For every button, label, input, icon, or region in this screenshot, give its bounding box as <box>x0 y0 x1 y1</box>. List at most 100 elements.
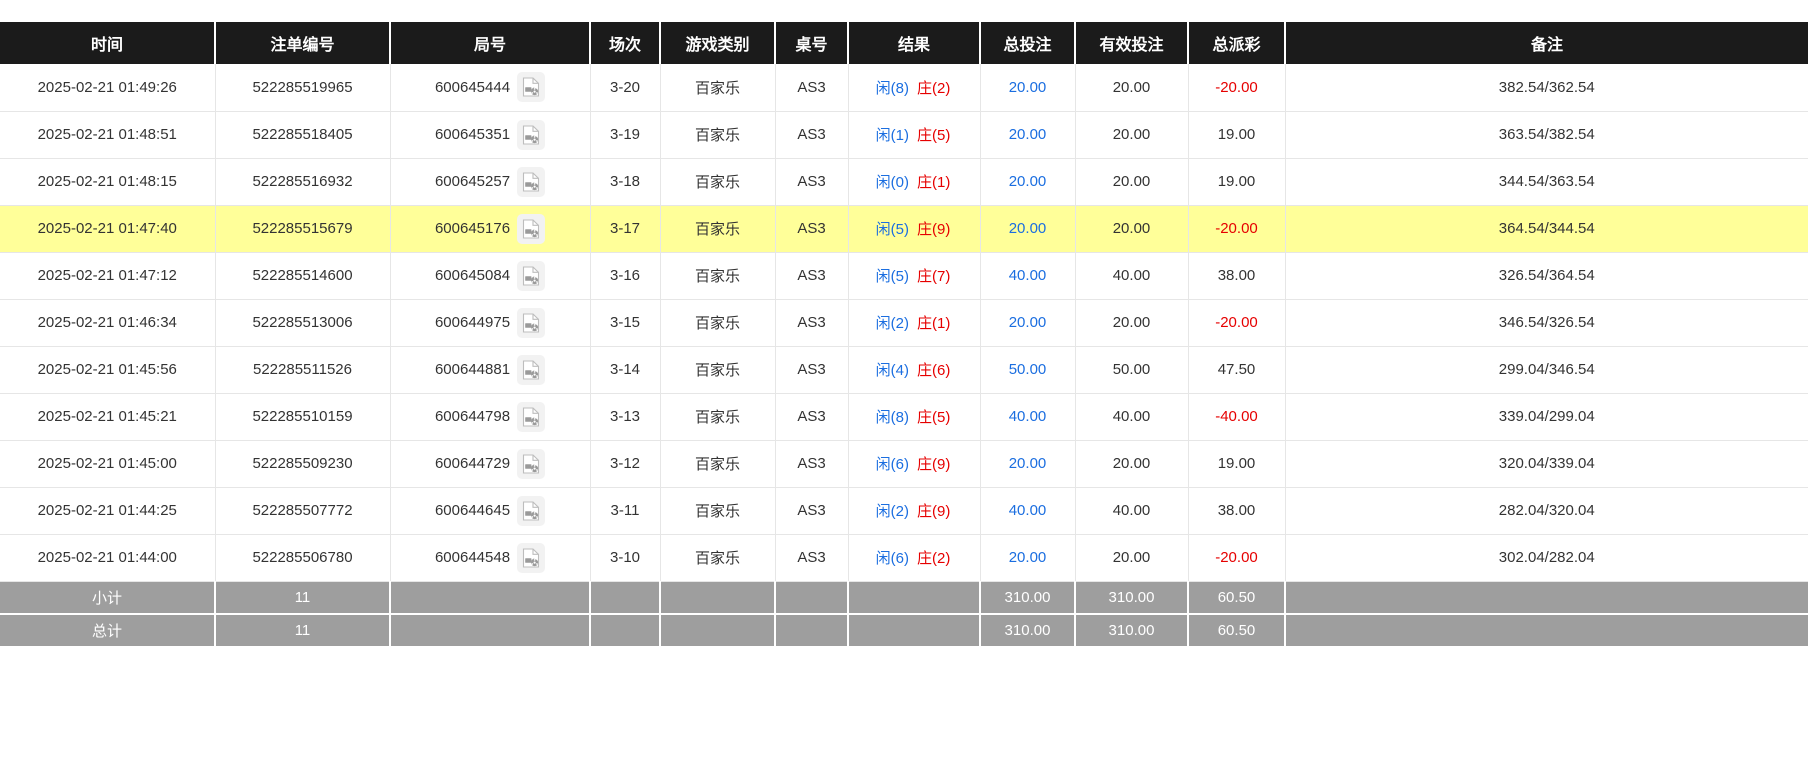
round-number: 600645176 <box>434 220 511 237</box>
total-bet-amount: 50.00 <box>1008 361 1047 378</box>
round-number-with-replay: 600645084 <box>434 260 546 291</box>
cell-total-bet: 20.00 <box>980 534 1076 582</box>
footer-table <box>775 614 849 648</box>
footer-payout: 60.50 <box>1188 614 1286 648</box>
video-replay-icon[interactable] <box>517 72 546 103</box>
video-replay-icon[interactable] <box>517 260 546 291</box>
column-header-valid[interactable]: 有效投注 <box>1075 22 1189 64</box>
cell-game-type: 百家乐 <box>660 487 776 535</box>
cell-table-no: AS3 <box>775 111 849 159</box>
column-header-time[interactable]: 时间 <box>0 22 216 64</box>
payout-amount: 19.00 <box>1217 455 1256 472</box>
cell-table-no: AS3 <box>775 393 849 441</box>
video-replay-icon[interactable] <box>517 495 546 526</box>
payout-amount: -40.00 <box>1215 408 1258 425</box>
column-header-round[interactable]: 局号 <box>390 22 591 64</box>
footer-label: 总计 <box>0 614 216 648</box>
column-header-total[interactable]: 总投注 <box>980 22 1076 64</box>
video-replay-icon[interactable] <box>517 166 546 197</box>
cell-game-type: 百家乐 <box>660 534 776 582</box>
cell-time: 2025-02-21 01:45:21 <box>0 393 216 441</box>
cell-shift: 3-19 <box>590 111 661 159</box>
cell-game-type: 百家乐 <box>660 252 776 300</box>
table-body: 2025-02-21 01:49:26 522285519965 600645444… <box>0 64 1808 582</box>
result-values: 闲(8) 庄(5) <box>876 409 953 426</box>
video-replay-icon[interactable] <box>517 213 546 244</box>
total-bet-amount: 40.00 <box>1008 267 1047 284</box>
header-row: 时间 注单编号 局号 场次 游戏类别 桌号 结果 总投注 有效投注 总派彩 备注 <box>0 22 1808 64</box>
video-replay-icon[interactable] <box>517 448 546 479</box>
cell-total-bet: 20.00 <box>980 158 1076 206</box>
cell-table-no: AS3 <box>775 205 849 253</box>
column-header-shift[interactable]: 场次 <box>590 22 661 64</box>
cell-time: 2025-02-21 01:47:12 <box>0 252 216 300</box>
footer-game <box>660 581 776 615</box>
table-row[interactable]: 2025-02-21 01:48:51 522285518405 600645351… <box>0 111 1808 159</box>
result-player: 闲(4) <box>875 362 909 379</box>
result-player: 闲(2) <box>875 315 909 332</box>
round-number-with-replay: 600644975 <box>435 307 546 338</box>
cell-result: 闲(1) 庄(5) <box>848 111 981 159</box>
footer-valid-bet: 310.00 <box>1075 581 1189 615</box>
column-header-payout[interactable]: 总派彩 <box>1188 22 1286 64</box>
cell-table-no: AS3 <box>775 440 849 488</box>
total-bet-amount: 20.00 <box>1008 220 1047 237</box>
video-replay-icon[interactable] <box>517 307 546 338</box>
table-row[interactable]: 2025-02-21 01:44:25 522285507772 600644645… <box>0 487 1808 535</box>
result-values: 闲(2) 庄(1) <box>876 315 953 332</box>
result-values: 闲(6) 庄(2) <box>876 550 953 567</box>
cell-remark: 302.04/282.04 <box>1285 534 1808 582</box>
video-replay-icon[interactable] <box>517 401 546 432</box>
cell-round: 600645176 <box>390 205 591 253</box>
cell-bet-no: 522285510159 <box>215 393 391 441</box>
cell-round: 600644548 <box>390 534 591 582</box>
cell-bet-no: 522285516932 <box>215 158 391 206</box>
round-number-with-replay: 600644548 <box>435 542 546 573</box>
result-banker: 庄(2) <box>917 550 951 567</box>
cell-bet-no: 522285519965 <box>215 64 391 112</box>
table-row[interactable]: 2025-02-21 01:48:15 522285516932 600645257… <box>0 158 1808 206</box>
table-row[interactable]: 2025-02-21 01:46:34 522285513006 600644975… <box>0 299 1808 347</box>
round-number: 600644881 <box>434 361 511 378</box>
cell-total-bet: 20.00 <box>980 440 1076 488</box>
cell-total-bet: 40.00 <box>980 252 1076 300</box>
cell-table-no: AS3 <box>775 346 849 394</box>
payout-amount: 38.00 <box>1217 502 1256 519</box>
result-banker: 庄(9) <box>917 503 951 520</box>
table-row[interactable]: 2025-02-21 01:45:56 522285511526 600644881… <box>0 346 1808 394</box>
payout-amount: -20.00 <box>1215 78 1258 96</box>
cell-round: 600644798 <box>390 393 591 441</box>
cell-round: 600644881 <box>390 346 591 394</box>
round-number: 600645084 <box>434 267 511 284</box>
video-replay-icon[interactable] <box>517 354 546 385</box>
footer-round <box>390 614 591 648</box>
table-row[interactable]: 2025-02-21 01:47:40 522285515679 600645176… <box>0 205 1808 253</box>
cell-time: 2025-02-21 01:48:15 <box>0 158 216 206</box>
total-bet-amount: 20.00 <box>1008 455 1047 472</box>
column-header-result[interactable]: 结果 <box>848 22 981 64</box>
result-values: 闲(6) 庄(9) <box>876 456 953 473</box>
table-row[interactable]: 2025-02-21 01:45:21 522285510159 600644798… <box>0 393 1808 441</box>
video-replay-icon[interactable] <box>517 119 546 150</box>
column-header-remark[interactable]: 备注 <box>1285 22 1808 64</box>
footer-game <box>660 614 776 648</box>
cell-shift: 3-17 <box>590 205 661 253</box>
result-player: 闲(5) <box>875 268 909 285</box>
cell-bet-no: 522285513006 <box>215 299 391 347</box>
cell-remark: 346.54/326.54 <box>1285 299 1808 347</box>
cell-result: 闲(2) 庄(1) <box>848 299 981 347</box>
column-header-game[interactable]: 游戏类别 <box>660 22 776 64</box>
footer-result <box>848 581 981 615</box>
cell-round: 600644729 <box>390 440 591 488</box>
result-values: 闲(2) 庄(9) <box>876 503 953 520</box>
table-row[interactable]: 2025-02-21 01:47:12 522285514600 600645084… <box>0 252 1808 300</box>
table-row[interactable]: 2025-02-21 01:44:00 522285506780 600644548… <box>0 534 1808 582</box>
cell-remark: 344.54/363.54 <box>1285 158 1808 206</box>
table-row[interactable]: 2025-02-21 01:49:26 522285519965 600645444… <box>0 64 1808 112</box>
video-replay-icon[interactable] <box>517 542 546 573</box>
column-header-table[interactable]: 桌号 <box>775 22 849 64</box>
cell-time: 2025-02-21 01:48:51 <box>0 111 216 159</box>
column-header-bet_no[interactable]: 注单编号 <box>215 22 391 64</box>
table-row[interactable]: 2025-02-21 01:45:00 522285509230 600644729… <box>0 440 1808 488</box>
cell-result: 闲(6) 庄(9) <box>848 440 981 488</box>
